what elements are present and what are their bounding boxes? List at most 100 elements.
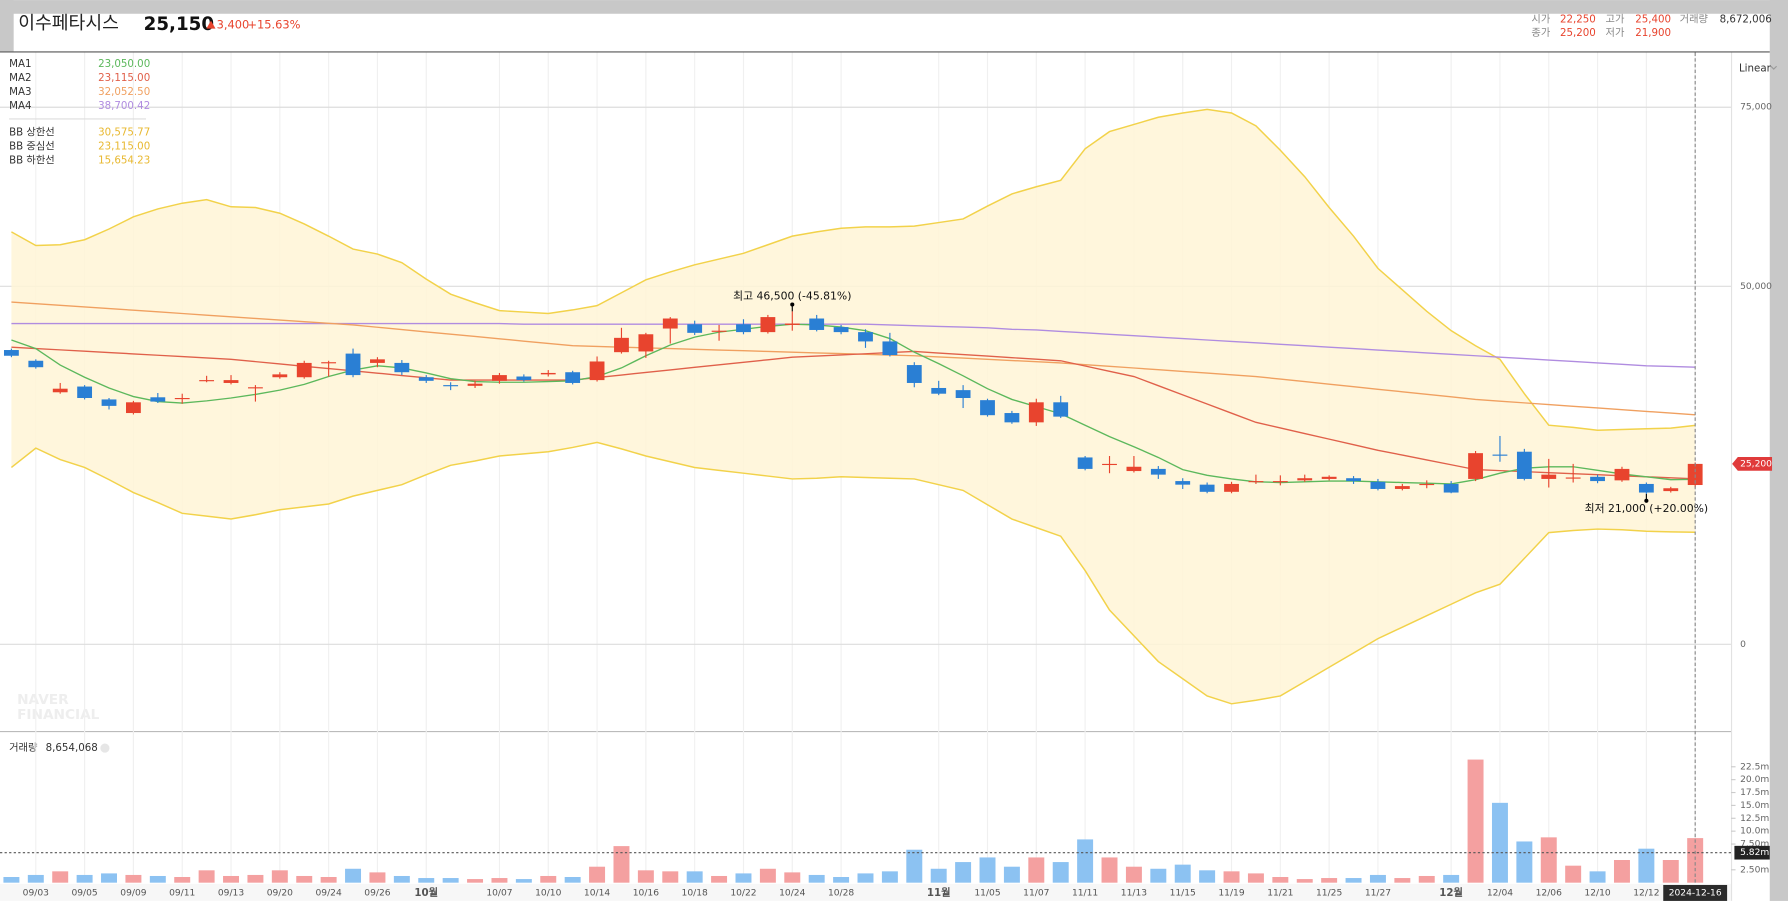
x-tick-label: 09/11 bbox=[169, 888, 195, 898]
volume-bar bbox=[1247, 873, 1264, 883]
x-tick-label: 11/15 bbox=[1170, 888, 1196, 898]
volume-bar bbox=[1296, 879, 1313, 883]
volume-tick-label: 20.0m bbox=[1740, 775, 1769, 785]
candle-body bbox=[980, 400, 995, 416]
legend-name: MA2 bbox=[9, 72, 31, 84]
volume-bar bbox=[1394, 878, 1411, 883]
volume-bar bbox=[1565, 865, 1582, 883]
x-tick-label: 12월 bbox=[1439, 886, 1463, 899]
legend-value: 23,115.00 bbox=[98, 141, 150, 153]
volume-bar bbox=[1223, 871, 1240, 883]
x-tick-label: 10/28 bbox=[828, 888, 854, 898]
volume-bar bbox=[320, 877, 337, 883]
x-tick-label: 12/10 bbox=[1584, 888, 1610, 898]
candle-body bbox=[467, 383, 483, 386]
volume-bar bbox=[613, 846, 630, 883]
frame-left bbox=[0, 0, 14, 52]
stat-value: 8,672,006 bbox=[1720, 13, 1772, 25]
candle-body bbox=[418, 377, 434, 381]
bollinger-upper bbox=[11, 108, 1696, 431]
legend-value: 30,575.77 bbox=[98, 127, 150, 139]
x-tick-label: 09/26 bbox=[364, 888, 390, 898]
volume-bar bbox=[76, 874, 93, 883]
annotation-label: 최저 21,000 (+20.00%) bbox=[1585, 502, 1709, 515]
candle-body bbox=[345, 353, 361, 376]
volume-bar bbox=[1418, 875, 1435, 883]
moving-average-line bbox=[11, 322, 1696, 368]
stat-label: 종가 bbox=[1531, 27, 1550, 39]
candle-body bbox=[1224, 483, 1239, 492]
volume-bar bbox=[52, 871, 69, 883]
volume-bar bbox=[345, 868, 362, 883]
close-icon[interactable] bbox=[100, 743, 110, 753]
candle-body bbox=[1468, 453, 1483, 479]
candle-body bbox=[1126, 466, 1142, 472]
candle-body bbox=[516, 376, 532, 381]
volume-tick-label: 12.5m bbox=[1740, 814, 1769, 824]
volume-tick-label: 22.5m bbox=[1740, 762, 1769, 772]
volume-bar bbox=[955, 862, 972, 883]
x-tick-label: 11/05 bbox=[974, 888, 1000, 898]
x-tick-label: 09/20 bbox=[267, 888, 293, 898]
moving-average-line bbox=[11, 323, 1696, 485]
candle-body bbox=[1175, 481, 1191, 485]
volume-bar bbox=[418, 878, 435, 883]
candle-body bbox=[955, 390, 971, 399]
legend-name: BB 중심선 bbox=[9, 141, 55, 153]
volume-bar bbox=[1174, 864, 1191, 883]
volume-bar bbox=[540, 875, 557, 883]
dropdown-icon[interactable] bbox=[1770, 65, 1778, 70]
candle-body bbox=[589, 361, 605, 381]
stat-label: 저가 bbox=[1606, 27, 1625, 39]
candle-body bbox=[1443, 483, 1459, 493]
candle-body bbox=[1297, 478, 1313, 481]
candle-body bbox=[1590, 476, 1605, 482]
annotation-label: 최고 46,500 (-45.81%) bbox=[733, 289, 851, 302]
x-tick-label: 10/07 bbox=[486, 888, 512, 898]
x-tick-label: 10/24 bbox=[779, 888, 805, 898]
volume-bar bbox=[223, 875, 240, 883]
candle-body bbox=[1102, 463, 1117, 466]
candle-body bbox=[1346, 478, 1361, 482]
volume-bar bbox=[1516, 841, 1533, 883]
volume-tick-label: 10.0m bbox=[1740, 827, 1769, 837]
annotation-dot bbox=[1644, 498, 1649, 503]
volume-bar bbox=[1345, 878, 1362, 883]
y-tick-label: 50,000 bbox=[1740, 282, 1772, 292]
scale-toggle[interactable]: Linear bbox=[1739, 62, 1772, 74]
volume-bar bbox=[979, 857, 996, 883]
candle-body bbox=[614, 337, 629, 353]
stock-price: 25,150 bbox=[144, 14, 214, 35]
candle-body bbox=[1565, 477, 1581, 479]
candle-body bbox=[540, 372, 556, 375]
candle-body bbox=[1248, 481, 1264, 483]
x-tick-label: 09/09 bbox=[120, 888, 146, 898]
volume-bar bbox=[784, 872, 801, 883]
candle-body bbox=[809, 318, 825, 330]
volume-bar bbox=[369, 872, 386, 883]
volume-bar bbox=[1003, 866, 1020, 883]
candle-body bbox=[370, 359, 385, 363]
x-tick-label: 09/03 bbox=[23, 888, 49, 898]
volume-bar bbox=[1077, 839, 1094, 883]
x-tick-label: 11/13 bbox=[1121, 888, 1147, 898]
candle-body bbox=[28, 360, 44, 368]
volume-bar bbox=[857, 873, 874, 883]
candle-body bbox=[1516, 451, 1532, 479]
candle-body bbox=[1394, 486, 1410, 489]
volume-bar bbox=[1199, 870, 1216, 883]
x-tick-label: 12/06 bbox=[1536, 888, 1562, 898]
last-price-tag bbox=[1732, 457, 1773, 471]
volume-bar bbox=[735, 873, 752, 883]
stat-value: 25,400 bbox=[1635, 13, 1671, 25]
candle-body bbox=[662, 318, 678, 329]
volume-bar bbox=[808, 874, 825, 883]
candle-body bbox=[1028, 402, 1044, 423]
legend-name: MA1 bbox=[9, 58, 31, 70]
candle-body bbox=[833, 327, 849, 333]
x-axis-bg bbox=[0, 883, 1731, 901]
legend-name: BB 상한선 bbox=[9, 127, 55, 139]
volume-bar bbox=[637, 870, 654, 883]
up-arrow-icon bbox=[206, 20, 216, 29]
volume-bar bbox=[491, 878, 508, 883]
